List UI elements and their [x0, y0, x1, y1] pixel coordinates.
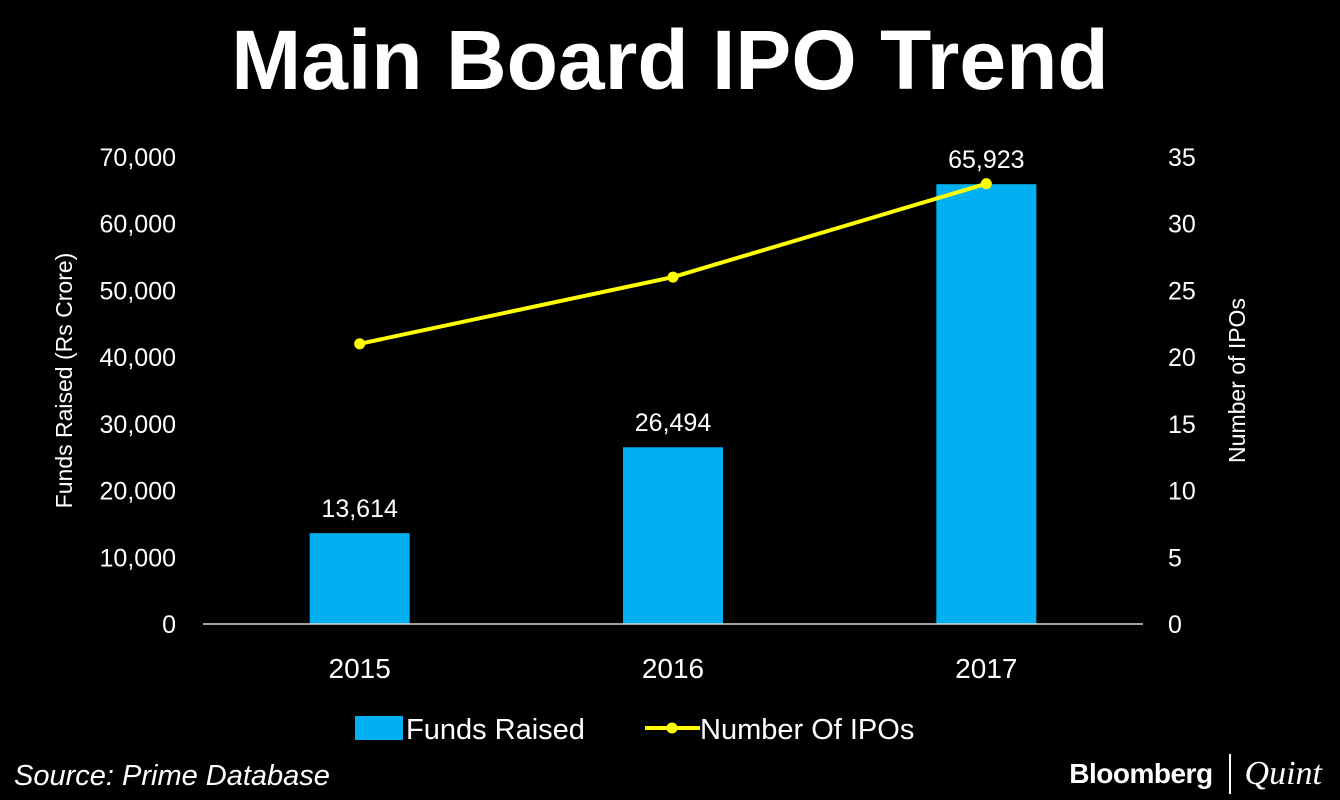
x-tick-label: 2017	[955, 653, 1017, 684]
chart-title: Main Board IPO Trend	[231, 13, 1109, 107]
right-tick-label: 10	[1168, 478, 1196, 506]
source-note: Source: Prime Database	[14, 760, 330, 792]
x-tick-label: 2016	[642, 653, 704, 684]
brand-bloomberg-wordmark: Bloomberg	[1069, 758, 1213, 789]
left-tick-label: 50,000	[100, 277, 176, 305]
brand-quint-wordmark: Quint	[1244, 755, 1322, 792]
line-series	[354, 178, 992, 350]
x-axis-ticks: 2015 2016 2017	[329, 653, 1018, 684]
left-tick-label: 70,000	[100, 144, 176, 172]
right-tick-label: 35	[1168, 144, 1196, 172]
right-tick-label: 30	[1168, 211, 1196, 239]
line-point	[980, 178, 992, 190]
legend: Funds Raised Number Of IPOs	[355, 714, 914, 746]
legend-line-marker	[666, 722, 678, 734]
y-right-axis-label: Number of IPOs	[1224, 298, 1250, 463]
legend-bar-swatch	[355, 716, 403, 740]
bar-data-label: 65,923	[948, 146, 1024, 174]
right-tick-label: 5	[1168, 544, 1182, 572]
right-axis-ticks: 0 5 10 15 20 25 30 35	[1168, 144, 1196, 639]
right-tick-label: 20	[1168, 344, 1196, 372]
combo-chart: 0 10,000 20,000 30,000 40,000 50,000 60,000 70,…	[51, 144, 1250, 746]
left-tick-label: 60,000	[100, 211, 176, 239]
right-tick-label: 0	[1168, 611, 1182, 639]
left-axis-ticks: 0 10,000 20,000 30,000 40,000 50,000 60,000 70,…	[100, 144, 176, 639]
line-point	[667, 271, 679, 283]
bar-series	[309, 184, 1037, 625]
bar	[623, 447, 723, 624]
left-tick-label: 10,000	[100, 544, 176, 572]
bar	[309, 533, 410, 624]
left-tick-label: 30,000	[100, 411, 176, 439]
brand-logo: Bloomberg Quint	[1069, 752, 1322, 796]
bar-data-label: 13,614	[321, 495, 398, 523]
series-line	[359, 181, 987, 346]
x-tick-label: 2015	[329, 653, 391, 684]
left-tick-label: 40,000	[100, 344, 176, 372]
right-tick-label: 15	[1168, 411, 1196, 439]
brand-divider	[1228, 754, 1231, 794]
bar	[936, 184, 1037, 625]
left-tick-label: 0	[162, 611, 176, 639]
legend-funds-raised-label: Funds Raised	[406, 714, 585, 746]
line-point	[354, 338, 366, 350]
y-left-axis-label: Funds Raised (Rs Crore)	[51, 253, 77, 509]
right-tick-label: 25	[1168, 277, 1196, 305]
legend-number-of-ipos-label: Number Of IPOs	[700, 714, 914, 746]
bar-data-labels: 13,614 26,494 65,923	[321, 146, 1024, 523]
left-tick-label: 20,000	[100, 478, 176, 506]
bar-data-label: 26,494	[635, 409, 712, 437]
